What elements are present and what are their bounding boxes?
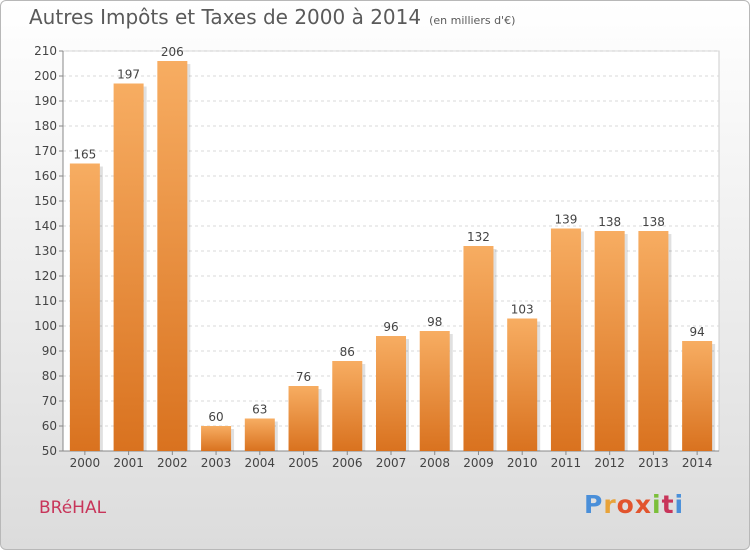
x-tick-label: 2011 bbox=[551, 456, 582, 470]
x-tick-label: 2002 bbox=[157, 456, 188, 470]
y-tick-label: 90 bbox=[42, 344, 57, 358]
x-tick-label: 2006 bbox=[332, 456, 363, 470]
bar bbox=[682, 341, 713, 451]
x-tick-label: 2010 bbox=[507, 456, 538, 470]
y-tick-label: 170 bbox=[34, 144, 57, 158]
y-tick-label: 70 bbox=[42, 394, 57, 408]
data-label: 86 bbox=[340, 345, 355, 359]
x-tick-label: 2014 bbox=[682, 456, 713, 470]
data-label: 60 bbox=[208, 410, 223, 424]
y-tick-label: 150 bbox=[34, 194, 57, 208]
y-tick-label: 50 bbox=[42, 444, 57, 458]
bar bbox=[332, 361, 363, 451]
data-label: 132 bbox=[467, 230, 490, 244]
bar bbox=[69, 163, 100, 451]
logo-letter: x bbox=[634, 490, 652, 519]
bar bbox=[376, 336, 406, 451]
chart-title-unit: (en milliers d'€) bbox=[429, 14, 516, 27]
data-label: 197 bbox=[117, 68, 140, 82]
data-label: 63 bbox=[252, 403, 267, 417]
data-label: 96 bbox=[383, 320, 398, 334]
y-tick-label: 60 bbox=[42, 419, 57, 433]
x-tick-label: 2009 bbox=[463, 456, 494, 470]
commune-name: BRéHAL bbox=[39, 498, 107, 518]
data-label: 94 bbox=[689, 325, 704, 339]
bar bbox=[244, 418, 275, 451]
chart-title: Autres Impôts et Taxes de 2000 à 2014 (en… bbox=[29, 5, 515, 29]
chart-title-main: Autres Impôts et Taxes de 2000 à 2014 bbox=[29, 5, 422, 29]
y-tick-label: 110 bbox=[34, 294, 57, 308]
y-tick-label: 100 bbox=[34, 319, 57, 333]
y-tick-label: 210 bbox=[34, 44, 57, 58]
x-tick-label: 2004 bbox=[245, 456, 276, 470]
logo-letter: P bbox=[584, 490, 604, 519]
bar bbox=[507, 318, 538, 451]
bar bbox=[550, 228, 581, 451]
y-tick-label: 200 bbox=[34, 69, 57, 83]
data-label: 103 bbox=[511, 303, 534, 317]
bar bbox=[201, 426, 232, 451]
y-tick-label: 80 bbox=[42, 369, 57, 383]
logo-letter: i bbox=[674, 490, 685, 519]
logo-letter: o bbox=[616, 490, 635, 519]
x-tick-label: 2008 bbox=[419, 456, 450, 470]
x-tick-label: 2012 bbox=[594, 456, 625, 470]
data-label: 206 bbox=[161, 45, 184, 59]
y-tick-label: 120 bbox=[34, 269, 57, 283]
logo-letter: i bbox=[652, 490, 662, 519]
bar bbox=[113, 83, 144, 451]
x-tick-label: 2013 bbox=[638, 456, 669, 470]
bar bbox=[288, 386, 319, 451]
data-label: 138 bbox=[642, 215, 665, 229]
data-label: 98 bbox=[427, 315, 442, 329]
x-tick-label: 2001 bbox=[113, 456, 144, 470]
proxiti-logo: Proxiti bbox=[584, 490, 684, 519]
x-tick-label: 2003 bbox=[201, 456, 232, 470]
bar bbox=[463, 246, 494, 451]
bar bbox=[157, 61, 188, 451]
y-tick-label: 130 bbox=[34, 244, 57, 258]
data-label: 165 bbox=[73, 148, 96, 162]
y-tick-label: 190 bbox=[34, 94, 57, 108]
y-tick-label: 180 bbox=[34, 119, 57, 133]
data-label: 76 bbox=[296, 370, 311, 384]
x-tick-label: 2005 bbox=[288, 456, 319, 470]
bar bbox=[419, 331, 450, 451]
y-tick-label: 160 bbox=[34, 169, 57, 183]
logo-letter: r bbox=[603, 490, 617, 519]
x-tick-label: 2000 bbox=[70, 456, 101, 470]
x-tick-label: 2007 bbox=[376, 456, 407, 470]
logo-letter: t bbox=[661, 490, 675, 519]
data-label: 139 bbox=[554, 213, 577, 227]
y-tick-label: 140 bbox=[34, 219, 57, 233]
bar bbox=[638, 231, 669, 451]
bar bbox=[594, 231, 625, 451]
data-label: 138 bbox=[598, 215, 621, 229]
